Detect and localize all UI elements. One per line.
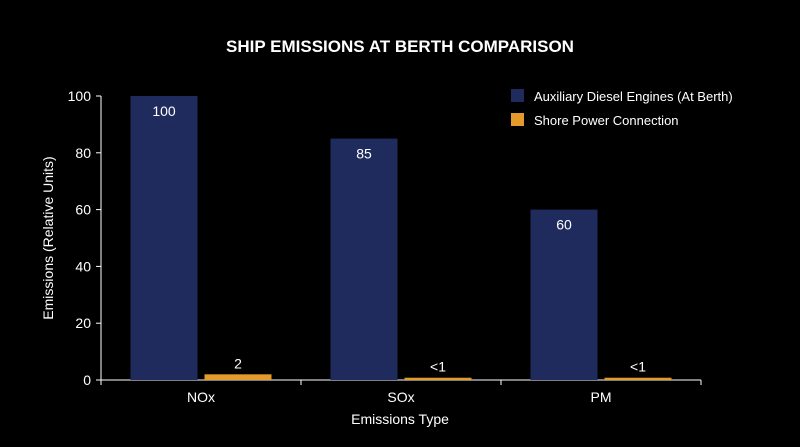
bar: [130, 96, 198, 380]
bar: [330, 138, 398, 380]
y-axis: 0 20 40 60 80 100: [68, 88, 102, 388]
bar-data-label: 100: [152, 103, 176, 119]
legend-swatch: [511, 89, 524, 102]
legend-label: Auxiliary Diesel Engines (At Berth): [534, 89, 733, 104]
bars: [130, 96, 672, 380]
chart-title: SHIP EMISSIONS AT BERTH COMPARISON: [226, 37, 574, 56]
bar: [404, 377, 472, 380]
y-tick-label: 60: [75, 202, 91, 218]
bar-data-label: <1: [430, 359, 446, 375]
x-tick-label: PM: [591, 389, 612, 405]
bar-data-label: 2: [234, 355, 242, 371]
data-labels: 100 85 60 2 <1 <1: [152, 103, 646, 375]
bar-data-label: 60: [556, 217, 572, 233]
y-tick-label: 0: [83, 372, 91, 388]
bar: [604, 377, 672, 380]
x-axis-title: Emissions Type: [351, 411, 449, 427]
y-tick-label: 40: [75, 258, 91, 274]
x-tick-label: SOx: [387, 389, 414, 405]
bar: [530, 209, 598, 380]
bar-data-label: 85: [356, 146, 372, 162]
legend-swatch: [511, 113, 524, 126]
bar: [204, 374, 272, 380]
y-tick-label: 80: [75, 145, 91, 161]
x-tick-label: NOx: [187, 389, 215, 405]
legend-label: Shore Power Connection: [534, 113, 679, 128]
bar-data-label: <1: [630, 359, 646, 375]
y-tick-label: 100: [68, 88, 92, 104]
legend: Auxiliary Diesel Engines (At Berth) Shore…: [511, 89, 733, 128]
y-axis-title: Emissions (Relative Units): [40, 156, 56, 319]
y-tick-label: 20: [75, 315, 91, 331]
x-axis: NOx SOx PM: [100, 379, 702, 405]
